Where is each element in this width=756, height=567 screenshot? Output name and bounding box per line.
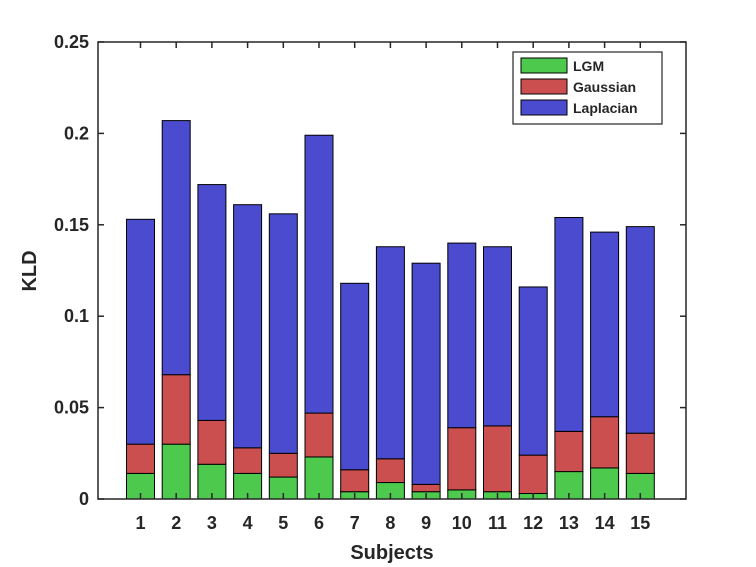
plot-frame bbox=[97, 41, 687, 500]
bar-laplacian-11 bbox=[483, 246, 512, 427]
bar-laplacian-3 bbox=[197, 184, 227, 421]
bar-gaussian-5 bbox=[268, 452, 298, 478]
bar-gaussian-13 bbox=[554, 430, 584, 473]
bar-gaussian-8 bbox=[375, 458, 405, 484]
y-tick-label: 0.2 bbox=[64, 123, 89, 143]
x-axis-label: Subjects bbox=[350, 542, 433, 564]
bar-lgm-2 bbox=[161, 443, 191, 500]
y-tick-label: 0.05 bbox=[54, 398, 89, 418]
bar-gaussian-6 bbox=[304, 412, 334, 458]
legend-label-lgm: LGM bbox=[573, 58, 604, 74]
y-tick-label: 0.25 bbox=[54, 32, 89, 52]
bar-laplacian-10 bbox=[447, 242, 477, 429]
bar-gaussian-3 bbox=[197, 419, 227, 465]
legend: LGM Gaussian Laplacian bbox=[512, 51, 663, 125]
x-tick-label: 13 bbox=[559, 513, 579, 533]
bar-gaussian-7 bbox=[340, 469, 370, 493]
bar-gaussian-14 bbox=[590, 416, 620, 469]
bar-lgm-6 bbox=[304, 456, 334, 500]
bar-laplacian-7 bbox=[340, 282, 370, 471]
bar-gaussian-9 bbox=[411, 483, 441, 493]
bar-gaussian-11 bbox=[483, 425, 512, 493]
bar-gaussian-12 bbox=[518, 454, 548, 495]
x-tick-label: 15 bbox=[630, 513, 650, 533]
axes-group: 00.050.10.150.20.251 2 3 4 5 6 7 8 9 10 11 12 13 14 15 bbox=[54, 32, 687, 533]
x-tick-label: 9 bbox=[421, 513, 431, 533]
bar-laplacian-15 bbox=[625, 226, 655, 434]
bars-group bbox=[126, 120, 655, 500]
x-tick-label: 10 bbox=[452, 513, 472, 533]
x-tick-label: 6 bbox=[314, 513, 324, 533]
x-tick-label: 8 bbox=[385, 513, 395, 533]
x-tick-label: 14 bbox=[595, 513, 615, 533]
x-tick-label: 11 bbox=[488, 513, 507, 533]
bar-laplacian-4 bbox=[233, 204, 263, 449]
y-axis-label: KLD bbox=[19, 250, 41, 291]
y-tick-label: 0.1 bbox=[64, 306, 89, 326]
y-tick-label: 0 bbox=[79, 489, 89, 509]
x-tick-label: 12 bbox=[523, 513, 543, 533]
x-tick-label: 1 bbox=[135, 513, 145, 533]
y-tick-label: 0.15 bbox=[54, 215, 89, 235]
x-tick-label: 2 bbox=[171, 513, 181, 533]
bar-laplacian-8 bbox=[375, 246, 405, 460]
bar-laplacian-6 bbox=[304, 134, 334, 414]
bar-laplacian-9 bbox=[411, 262, 441, 485]
x-tick-label: 4 bbox=[243, 513, 253, 533]
legend-label-laplacian: Laplacian bbox=[573, 100, 638, 116]
x-tick-label: 3 bbox=[207, 513, 217, 533]
bar-gaussian-1 bbox=[126, 443, 155, 474]
x-tick-label: 7 bbox=[350, 513, 360, 533]
x-tick-label: 5 bbox=[278, 513, 288, 533]
legend-swatch-lgm bbox=[520, 57, 568, 74]
bar-gaussian-2 bbox=[161, 374, 191, 445]
bar-gaussian-10 bbox=[447, 427, 477, 491]
legend-swatch-gaussian bbox=[520, 78, 568, 95]
legend-swatch-laplacian bbox=[520, 99, 568, 116]
bar-laplacian-2 bbox=[161, 120, 191, 376]
bar-laplacian-12 bbox=[518, 286, 548, 456]
bar-laplacian-5 bbox=[268, 213, 298, 454]
bar-laplacian-14 bbox=[590, 231, 620, 418]
legend-label-gaussian: Gaussian bbox=[573, 79, 636, 95]
bar-gaussian-15 bbox=[625, 432, 655, 474]
bar-laplacian-13 bbox=[554, 216, 584, 432]
bar-gaussian-4 bbox=[233, 447, 263, 474]
bar-laplacian-1 bbox=[126, 218, 155, 445]
